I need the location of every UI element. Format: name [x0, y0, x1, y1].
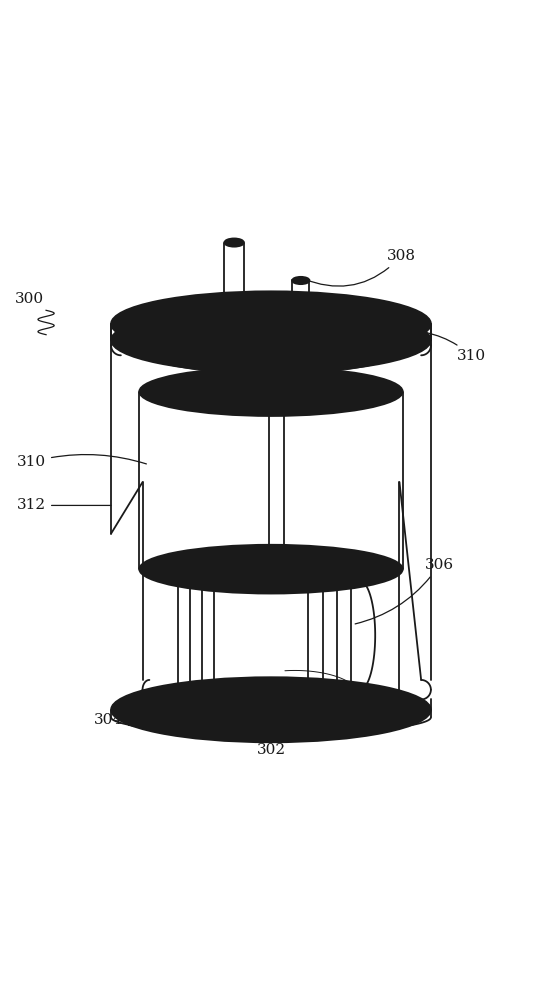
- Text: 306: 306: [355, 558, 454, 624]
- Ellipse shape: [292, 339, 309, 346]
- Ellipse shape: [111, 677, 431, 742]
- Text: 308: 308: [304, 249, 416, 286]
- Text: 310: 310: [17, 455, 146, 469]
- Text: 300: 300: [15, 292, 44, 306]
- Ellipse shape: [292, 277, 309, 284]
- Ellipse shape: [224, 339, 244, 347]
- Text: 304: 304: [94, 713, 180, 727]
- Ellipse shape: [201, 309, 268, 335]
- Ellipse shape: [111, 308, 431, 373]
- Ellipse shape: [224, 238, 244, 247]
- Ellipse shape: [274, 311, 328, 333]
- Ellipse shape: [111, 291, 431, 356]
- Text: 310: 310: [425, 332, 486, 363]
- Ellipse shape: [139, 545, 403, 594]
- Text: 302: 302: [256, 722, 286, 757]
- Text: 312: 312: [17, 498, 111, 512]
- Ellipse shape: [139, 367, 403, 416]
